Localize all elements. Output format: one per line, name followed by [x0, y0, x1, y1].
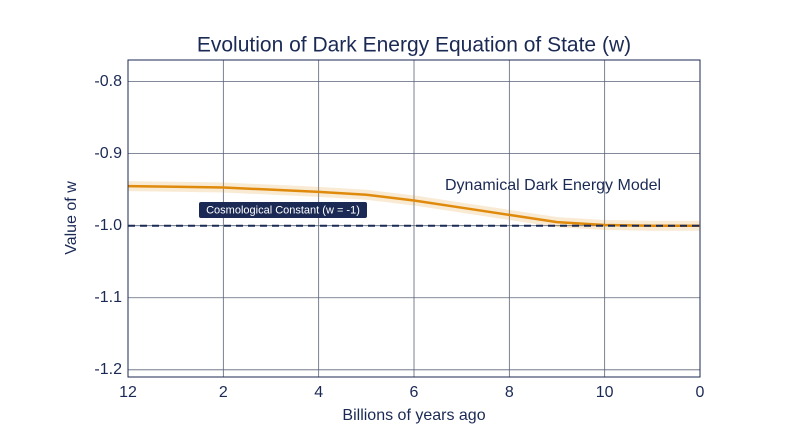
series-label: Dynamical Dark Energy Model: [445, 177, 661, 194]
series-label-box: Cosmological Constant (w = -1): [199, 202, 367, 218]
y-tick-label: -1.1: [94, 289, 122, 306]
x-tick-label: 4: [314, 384, 323, 401]
y-tick-label: -0.8: [94, 73, 122, 90]
x-tick-label: 8: [505, 384, 514, 401]
x-tick-label: 12: [119, 384, 137, 401]
y-tick-label: -1.0: [94, 217, 122, 234]
y-tick-label: -0.9: [94, 145, 122, 162]
x-tick-label: 6: [410, 384, 419, 401]
y-tick-label: -1.2: [94, 361, 122, 378]
label-box: [199, 202, 367, 218]
plot-frame: [127, 59, 701, 378]
x-tick-label: 10: [596, 384, 614, 401]
y-axis-label: Value of w: [63, 181, 80, 255]
x-tick-label: 2: [219, 384, 228, 401]
x-axis-label: Billions of years ago: [342, 407, 485, 424]
x-tick-label: 0: [696, 384, 705, 401]
series-label: Cosmological Constant (w = -1): [206, 204, 360, 216]
chart-title: Evolution of Dark Energy Equation of Sta…: [197, 34, 631, 57]
series-line: [127, 184, 700, 227]
